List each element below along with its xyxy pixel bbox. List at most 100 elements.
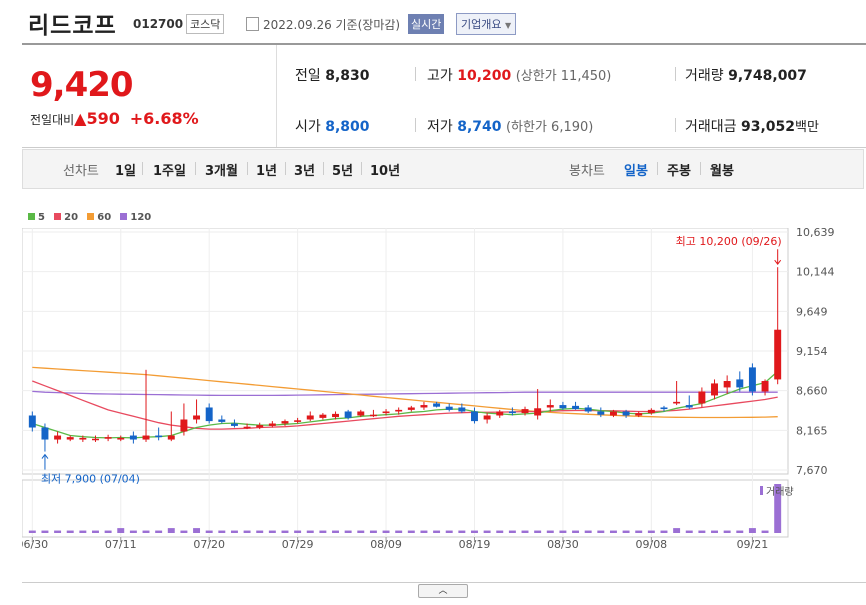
candle-body <box>407 407 415 410</box>
volume-bar <box>319 530 327 533</box>
tab-1year[interactable]: 1년 <box>256 164 278 179</box>
divider <box>285 162 286 175</box>
ma5-swatch <box>28 213 35 220</box>
volume-bar <box>761 530 769 533</box>
candle-body <box>597 411 605 415</box>
x-tick-label: 08/30 <box>547 538 579 551</box>
open-price: 시가 8,800 <box>295 116 370 136</box>
volume-bar <box>142 530 150 533</box>
bottom-divider <box>22 582 866 583</box>
prev-close: 전일 8,830 <box>295 65 370 85</box>
min-price-label: 최저 7,900 (07/04) <box>41 473 140 486</box>
candle-body <box>167 435 175 440</box>
prev-close-value: 8,830 <box>325 68 370 84</box>
y-tick-label: 10,144 <box>796 266 835 279</box>
candle-body <box>28 415 36 428</box>
y-tick-label: 7,670 <box>796 464 828 477</box>
candle-body <box>445 406 453 410</box>
x-tick-label: 09/08 <box>635 538 667 551</box>
candle-body <box>508 411 516 414</box>
candle-body <box>142 435 150 440</box>
candle-body <box>117 437 125 440</box>
amount-value: 93,052 <box>740 119 796 135</box>
x-tick-label: 06/30 <box>22 538 48 551</box>
collapse-button[interactable]: ︿ <box>418 584 468 598</box>
divider <box>361 162 362 175</box>
divider <box>142 162 143 175</box>
prev-close-label: 전일 <box>295 68 321 84</box>
volume-bar <box>723 530 731 533</box>
volume-bar <box>635 530 643 533</box>
tab-weekly-candle[interactable]: 주봉 <box>667 164 691 179</box>
divider <box>415 67 416 81</box>
candle-body <box>92 438 99 441</box>
amount-unit: 백만 <box>795 120 819 135</box>
stock-header: 리드코프 012700 코스닥 2022.09.26 기준(장마감) 실시간 기… <box>0 0 866 46</box>
volume-bar <box>622 530 630 533</box>
candle-body <box>471 411 478 422</box>
tab-3year[interactable]: 3년 <box>294 164 316 179</box>
volume-bar <box>508 530 516 533</box>
volume-label: 거래량 <box>685 68 724 84</box>
high-label: 고가 <box>427 68 453 84</box>
reference-date: 2022.09.26 기준(장마감) <box>246 16 400 33</box>
candle-body <box>218 419 226 422</box>
candle-body <box>205 407 213 422</box>
volume-bar <box>609 530 617 533</box>
candle-body <box>319 414 327 418</box>
volume-bar <box>445 530 453 533</box>
candle-body <box>230 423 238 426</box>
candle-body <box>660 407 668 410</box>
moving-average-legend: 5 20 60 120 <box>28 212 157 223</box>
tab-1day[interactable]: 1일 <box>115 164 137 179</box>
tab-10year[interactable]: 10년 <box>370 164 401 179</box>
volume-plot-frame <box>21 479 789 538</box>
candle-body <box>647 409 655 414</box>
volume-bar <box>698 530 706 533</box>
volume-bar <box>369 530 377 533</box>
volume-bar <box>193 528 201 533</box>
volume-bar <box>243 530 251 533</box>
candle-body <box>496 411 504 416</box>
x-tick-label: 07/20 <box>193 538 225 551</box>
x-tick-label: 08/19 <box>459 538 491 551</box>
volume-bar <box>736 530 744 533</box>
tab-5year[interactable]: 5년 <box>332 164 354 179</box>
volume-bar <box>597 530 605 533</box>
volume-bar <box>471 530 478 533</box>
chart-period-tabs: 선차트 1일 1주일 3개월 1년 3년 5년 10년 봉차트 일봉 주봉 월봉 <box>22 149 864 189</box>
candle-body <box>332 413 339 418</box>
realtime-button[interactable]: 실시간 <box>408 14 445 34</box>
volume-bar <box>407 530 415 533</box>
divider <box>657 162 658 175</box>
tab-3month[interactable]: 3개월 <box>205 164 238 179</box>
candle-body <box>546 405 554 408</box>
legend-ma120: 120 <box>120 212 151 223</box>
amount-label: 거래대금 <box>685 119 737 135</box>
candle-body <box>66 437 74 440</box>
candle-body <box>41 427 49 440</box>
low-value: 8,740 <box>457 119 502 135</box>
calendar-icon <box>246 17 259 31</box>
candle-body <box>357 411 365 416</box>
stock-name: 리드코프 <box>28 13 117 39</box>
tab-daily-candle[interactable]: 일봉 <box>624 164 648 179</box>
open-value: 8,800 <box>325 119 370 135</box>
volume-bar <box>167 528 175 533</box>
candle-body <box>748 367 756 392</box>
volume-bar <box>332 530 339 533</box>
volume-bar <box>281 530 289 533</box>
volume-bar <box>28 530 36 533</box>
tab-1week[interactable]: 1주일 <box>153 164 186 179</box>
candle-body <box>344 411 352 418</box>
candle-body <box>761 381 769 392</box>
high-value: 10,200 <box>457 68 512 84</box>
company-overview-dropdown[interactable]: 기업개요 ▼ <box>456 13 517 35</box>
volume: 거래량 9,748,007 <box>685 65 807 85</box>
candle-body <box>534 408 542 416</box>
x-tick-label: 08/09 <box>370 538 402 551</box>
divider <box>675 67 676 81</box>
tab-monthly-candle[interactable]: 월봉 <box>710 164 734 179</box>
ma60-swatch <box>87 213 95 220</box>
candle-body <box>559 405 567 409</box>
